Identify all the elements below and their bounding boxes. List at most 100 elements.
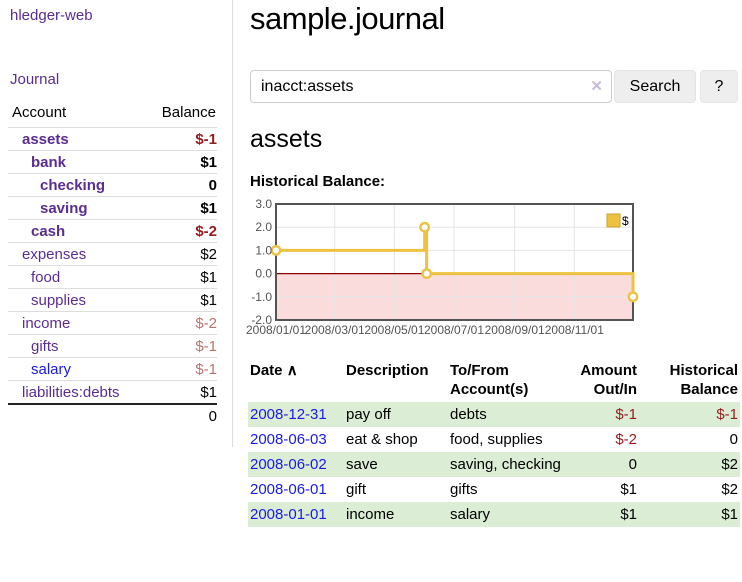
account-balance: $1 [144, 288, 217, 312]
register-col-description: Description [346, 362, 429, 379]
account-row: saving $1 [8, 196, 217, 220]
account-balance: $-2 [144, 219, 217, 243]
register-table: Date ∧ Description To/From Account(s) Am… [248, 359, 740, 527]
account-balance: $1 [144, 150, 217, 174]
svg-text:2008/01/01: 2008/01/01 [246, 323, 306, 337]
account-link[interactable]: food [31, 269, 61, 286]
account-link[interactable]: assets [22, 131, 69, 148]
app-title-link[interactable]: hledger-web [10, 7, 93, 24]
account-balance: $-1 [144, 334, 217, 358]
register-amount: $-2 [615, 431, 637, 448]
svg-text:2008/11/01: 2008/11/01 [545, 323, 604, 337]
register-accounts: salary [450, 506, 491, 523]
accounts-total-value: 0 [144, 403, 217, 427]
account-row: checking 0 [8, 173, 217, 197]
account-row: bank $1 [8, 150, 217, 174]
account-link[interactable]: expenses [22, 246, 87, 263]
account-link[interactable]: cash [31, 223, 66, 240]
register-balance: $1 [721, 506, 738, 523]
account-link[interactable]: bank [31, 154, 67, 171]
account-row: cash $-2 [8, 219, 217, 243]
register-balance: $2 [721, 456, 738, 473]
search-button[interactable]: Search [614, 70, 696, 103]
register-date-link[interactable]: 2008-06-03 [250, 431, 327, 448]
svg-text:-2.0: -2.0 [251, 313, 272, 327]
account-balance: $2 [144, 242, 217, 266]
register-balance: 0 [729, 431, 738, 448]
svg-text:$: $ [622, 214, 629, 228]
search-input[interactable] [250, 70, 612, 103]
register-date-link[interactable]: 2008-06-02 [250, 456, 327, 473]
register-row: 2008-06-02 save saving, checking 0 $2 [248, 452, 740, 477]
register-accounts: debts [450, 406, 487, 423]
register-amount: $1 [620, 481, 637, 498]
clear-search-icon[interactable]: ✕ [590, 78, 603, 95]
account-row: gifts $-1 [8, 334, 217, 358]
accounts-header-row: Account Balance [8, 102, 217, 128]
account-row: liabilities:debts $1 [8, 380, 217, 404]
svg-text:0.0: 0.0 [255, 267, 272, 281]
register-description: pay off [346, 406, 391, 423]
account-balance: $1 [144, 196, 217, 220]
register-date-link[interactable]: 2008-12-31 [250, 406, 327, 423]
register-row: 2008-06-01 gift gifts $1 $2 [248, 477, 740, 502]
svg-text:-1.0: -1.0 [251, 290, 272, 304]
register-description: eat & shop [346, 431, 418, 448]
account-row: assets $-1 [8, 127, 217, 151]
register-description: gift [346, 481, 367, 498]
historical-balance-chart: 3.0 2.0 1.0 0.0 -1.0 -2.0 2008/01/01 2008/03/01… [246, 197, 742, 340]
account-link[interactable]: liabilities:debts [22, 384, 120, 401]
account-row: income $-2 [8, 311, 217, 335]
account-row: supplies $1 [8, 288, 217, 312]
help-button[interactable]: ? [700, 70, 738, 103]
register-col-balance: Historical Balance [669, 362, 738, 398]
account-link[interactable]: income [22, 315, 71, 332]
sort-asc-icon: ∧ [286, 362, 298, 379]
register-col-date-label: Date [250, 362, 283, 379]
register-row: 2008-12-31 pay off debts $-1 $-1 [248, 402, 740, 427]
account-link[interactable]: supplies [31, 292, 87, 309]
page-title: sample.journal [250, 1, 445, 36]
register-accounts: gifts [450, 481, 478, 498]
register-header-row: Date ∧ Description To/From Account(s) Am… [248, 359, 740, 402]
account-link[interactable]: saving [40, 200, 88, 217]
account-row: salary $-1 [8, 357, 217, 381]
register-amount: $-1 [615, 406, 637, 423]
register-balance: $2 [721, 481, 738, 498]
sidebar-item-journal[interactable]: Journal [10, 71, 60, 88]
account-heading: assets [250, 125, 323, 153]
account-balance: $1 [144, 380, 217, 404]
svg-text:2008/07/01: 2008/07/01 [424, 323, 484, 337]
register-description: save [346, 456, 378, 473]
account-balance: 0 [144, 173, 217, 197]
register-amount: $1 [620, 506, 637, 523]
register-date-link[interactable]: 2008-01-01 [250, 506, 327, 523]
account-balance: $-1 [144, 127, 217, 151]
register-date-link[interactable]: 2008-06-01 [250, 481, 327, 498]
account-row: expenses $2 [8, 242, 217, 266]
register-accounts: saving, checking [450, 456, 561, 473]
account-balance: $-1 [144, 357, 217, 381]
register-amount: 0 [628, 456, 637, 473]
register-row: 2008-06-03 eat & shop food, supplies $-2 0 [248, 427, 740, 452]
accounts-table: Account Balance assets $-1 bank $1 checking 0… [8, 102, 217, 427]
register-col-amount: Amount Out/In [580, 362, 637, 398]
account-link[interactable]: checking [40, 177, 106, 194]
svg-text:2.0: 2.0 [255, 220, 272, 234]
main-content: sample.journal ✕ Search ? assets Histori… [246, 0, 742, 582]
register-col-accounts: To/From Account(s) [450, 362, 529, 398]
register-row: 2008-01-01 income salary $1 $1 [248, 502, 740, 527]
register-accounts: food, supplies [450, 431, 543, 448]
register-balance: $-1 [716, 406, 738, 423]
sidebar: hledger-web Journal Account Balance asse… [0, 0, 233, 447]
register-col-date-sort[interactable]: Date ∧ [248, 359, 344, 402]
svg-text:2008/09/01: 2008/09/01 [485, 323, 545, 337]
account-balance: $-2 [144, 311, 217, 335]
accounts-total-row: 0 [8, 403, 217, 427]
account-link[interactable]: gifts [31, 338, 59, 355]
chart-heading: Historical Balance: [250, 173, 386, 190]
account-row: food $1 [8, 265, 217, 289]
accounts-col-balance: Balance [161, 104, 216, 121]
balance-chart-svg: 3.0 2.0 1.0 0.0 -1.0 -2.02008/01/012008/03/01… [246, 197, 639, 337]
account-link[interactable]: salary [31, 361, 72, 378]
